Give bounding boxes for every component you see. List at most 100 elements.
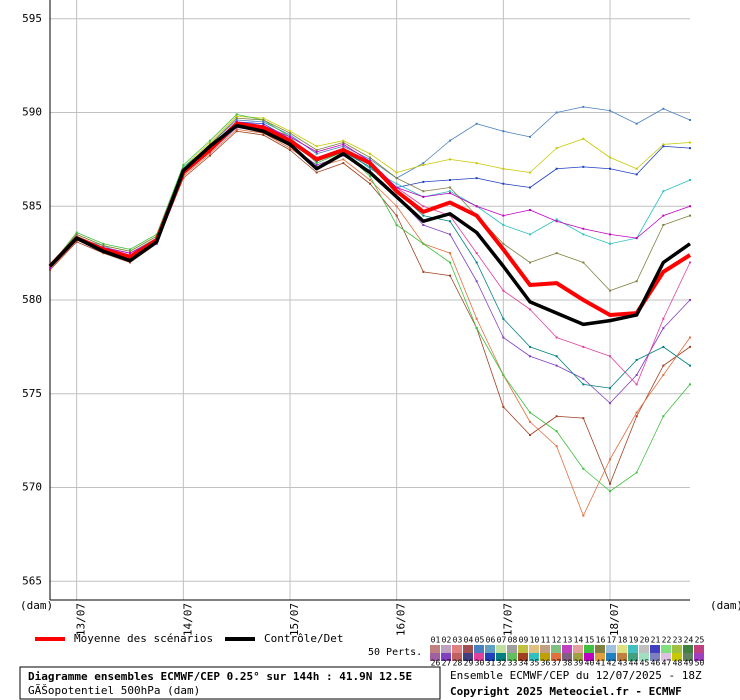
- point: [235, 130, 238, 133]
- member-swatch: [518, 645, 528, 653]
- point: [502, 130, 505, 133]
- member-label: 18: [618, 636, 628, 645]
- member-label: 16: [596, 636, 606, 645]
- point: [475, 122, 478, 125]
- member-swatch: [573, 653, 583, 661]
- point: [369, 165, 371, 168]
- member-label: 26: [431, 659, 441, 668]
- point: [369, 179, 371, 181]
- member-swatch: [441, 645, 451, 653]
- point: [555, 445, 558, 448]
- member-swatch: [430, 645, 440, 653]
- point: [449, 139, 451, 142]
- point: [529, 171, 531, 174]
- member-label: 10: [530, 636, 540, 645]
- member-swatch: [562, 645, 572, 653]
- point: [609, 402, 611, 405]
- point: [342, 143, 345, 146]
- chart-title: Diagramme ensembles ECMWF/CEP 0.25° sur …: [28, 670, 412, 683]
- series-line: [48, 123, 692, 327]
- member-swatch: [694, 653, 704, 661]
- member-label: 29: [464, 659, 474, 668]
- member-label: 45: [640, 659, 650, 668]
- point: [369, 175, 371, 178]
- point: [235, 128, 238, 131]
- point: [529, 233, 531, 236]
- member-swatch: [485, 645, 495, 653]
- point: [662, 224, 665, 226]
- chart-subtitle: GÃŠopotentiel 500hPa (dam): [28, 684, 200, 697]
- point: [422, 242, 425, 245]
- member-label: 49: [684, 659, 694, 668]
- point: [555, 415, 558, 418]
- point: [289, 130, 291, 133]
- point: [129, 261, 131, 264]
- member-swatch: [463, 653, 473, 661]
- point: [689, 364, 691, 367]
- member-label: 43: [618, 659, 628, 668]
- point: [609, 355, 611, 358]
- member-swatch: [430, 653, 440, 661]
- member-swatch: [529, 645, 539, 653]
- point: [582, 137, 585, 140]
- point: [582, 345, 585, 348]
- member-label: 04: [464, 636, 474, 645]
- point: [502, 167, 505, 170]
- point: [529, 308, 531, 311]
- member-label: 46: [651, 659, 661, 668]
- point: [369, 156, 371, 159]
- member-label: 15: [585, 636, 595, 645]
- point: [609, 490, 611, 493]
- point: [582, 105, 585, 108]
- point: [529, 261, 531, 264]
- point: [342, 139, 345, 142]
- point: [289, 149, 291, 151]
- point: [289, 135, 291, 138]
- copyright: Copyright 2025 Meteociel.fr - ECMWF: [450, 685, 682, 698]
- point: [209, 139, 211, 142]
- member-label: 07: [497, 636, 507, 645]
- point: [609, 387, 611, 390]
- point: [502, 242, 505, 245]
- point: [342, 145, 345, 148]
- point: [422, 224, 425, 226]
- point: [662, 415, 665, 418]
- y-unit-left: (dam): [20, 599, 53, 612]
- member-swatch: [496, 645, 506, 653]
- point: [102, 252, 105, 255]
- point: [449, 186, 451, 189]
- member-label: 42: [607, 659, 617, 668]
- point: [689, 261, 691, 264]
- point: [315, 150, 318, 153]
- point: [395, 177, 398, 180]
- point: [262, 134, 265, 136]
- member-label: 32: [497, 659, 507, 668]
- point: [662, 374, 665, 376]
- point: [182, 164, 185, 166]
- member-label: 25: [695, 636, 705, 645]
- members-label: 50 Perts.: [368, 647, 422, 658]
- member-swatch: [628, 653, 638, 661]
- member-label: 09: [519, 636, 529, 645]
- member-label: 28: [453, 659, 463, 668]
- member-label: 37: [552, 659, 562, 668]
- member-label: 22: [662, 636, 672, 645]
- point: [502, 224, 505, 226]
- point: [555, 364, 558, 367]
- member-swatch: [485, 653, 495, 661]
- point: [395, 214, 398, 217]
- y-tick-label: 595: [22, 12, 42, 25]
- point: [449, 179, 451, 181]
- point: [262, 119, 265, 121]
- point: [422, 190, 425, 193]
- point: [555, 336, 558, 339]
- point: [635, 280, 638, 283]
- point: [502, 336, 505, 339]
- point: [475, 162, 478, 165]
- point: [449, 220, 451, 223]
- member-label: 17: [607, 636, 617, 645]
- member-swatch: [661, 653, 671, 661]
- point: [129, 252, 131, 255]
- point: [422, 164, 425, 166]
- member-swatch: [606, 653, 616, 661]
